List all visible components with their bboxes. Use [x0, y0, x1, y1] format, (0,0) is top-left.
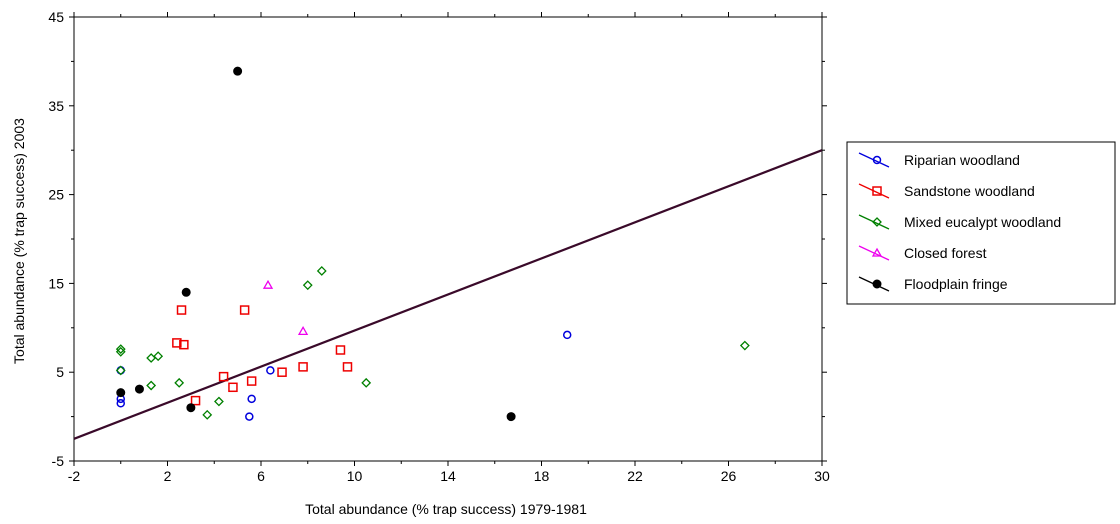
data-point — [176, 305, 187, 315]
data-point — [335, 345, 346, 355]
legend-label: Sandstone woodland — [904, 183, 1035, 199]
y-tick-label: 35 — [48, 98, 64, 114]
data-point — [316, 266, 327, 276]
plot-area — [73, 16, 823, 462]
data-point — [174, 377, 185, 388]
legend-marker — [872, 217, 882, 227]
reference-line — [74, 149, 822, 440]
data-point — [506, 412, 516, 422]
x-axis-title: Total abundance (% trap success) 1979-19… — [305, 501, 587, 517]
data-point — [116, 399, 125, 408]
data-point — [239, 305, 250, 315]
data-point — [297, 326, 309, 336]
data-point — [181, 287, 191, 297]
legend: Riparian woodland Sandstone woodland Mixed… — [846, 141, 1116, 305]
series-1 — [172, 305, 353, 406]
legend-swatch-line — [858, 214, 890, 230]
data-point — [202, 409, 213, 420]
data-point — [134, 384, 144, 394]
data-point — [115, 344, 126, 355]
data-point — [228, 382, 238, 393]
data-point — [298, 362, 308, 372]
data-point — [116, 388, 126, 398]
x-tick-label: 22 — [627, 468, 643, 484]
legend-marker — [872, 155, 882, 165]
data-points — [115, 66, 750, 422]
data-point — [247, 394, 256, 404]
x-tick-label: 6 — [257, 468, 265, 484]
data-point — [218, 371, 229, 382]
x-tick-label: 30 — [814, 468, 830, 484]
x-tick-label: 10 — [347, 468, 363, 484]
data-point — [115, 365, 126, 376]
data-point — [190, 395, 201, 406]
series-2 — [115, 266, 750, 420]
data-point — [245, 412, 254, 421]
x-tick-label: -2 — [68, 468, 81, 484]
data-point — [266, 366, 275, 375]
y-tick-label: 45 — [48, 9, 64, 25]
series-4 — [116, 66, 516, 422]
data-point — [153, 351, 164, 362]
x-tick-label: 2 — [164, 468, 172, 484]
plot-frame — [73, 16, 823, 462]
y-tick-label: 5 — [56, 364, 64, 380]
x-tick-label: 14 — [440, 468, 456, 484]
legend-label: Closed forest — [904, 245, 987, 261]
legend-label: Mixed eucalypt woodland — [904, 214, 1061, 230]
y-tick-label: -5 — [52, 453, 65, 469]
x-tick-label: 18 — [534, 468, 550, 484]
legend-box — [846, 141, 1116, 305]
data-point — [179, 339, 189, 350]
x-tick-label: 26 — [721, 468, 737, 484]
data-point — [246, 376, 257, 386]
legend-label: Floodplain fringe — [904, 276, 1008, 292]
data-point — [562, 330, 572, 340]
legend-marker — [871, 247, 883, 257]
data-point — [233, 66, 243, 76]
y-axis-title: Total abundance (% trap success) 2003 — [11, 118, 27, 364]
data-point — [302, 280, 313, 291]
data-point — [214, 396, 224, 407]
legend-label: Riparian woodland — [904, 152, 1020, 168]
legend-marker — [872, 279, 882, 289]
legend-marker — [872, 186, 882, 196]
data-point — [342, 362, 353, 372]
series-3 — [262, 279, 309, 336]
data-point — [186, 403, 196, 413]
data-point — [262, 279, 274, 289]
data-point — [172, 338, 182, 348]
data-point — [361, 377, 372, 388]
y-tick-label: 15 — [48, 275, 64, 291]
y-tick-label: 25 — [48, 187, 64, 203]
data-point — [146, 380, 157, 391]
data-point — [277, 367, 287, 377]
data-point — [739, 340, 750, 351]
legend-swatch-line — [858, 183, 890, 199]
